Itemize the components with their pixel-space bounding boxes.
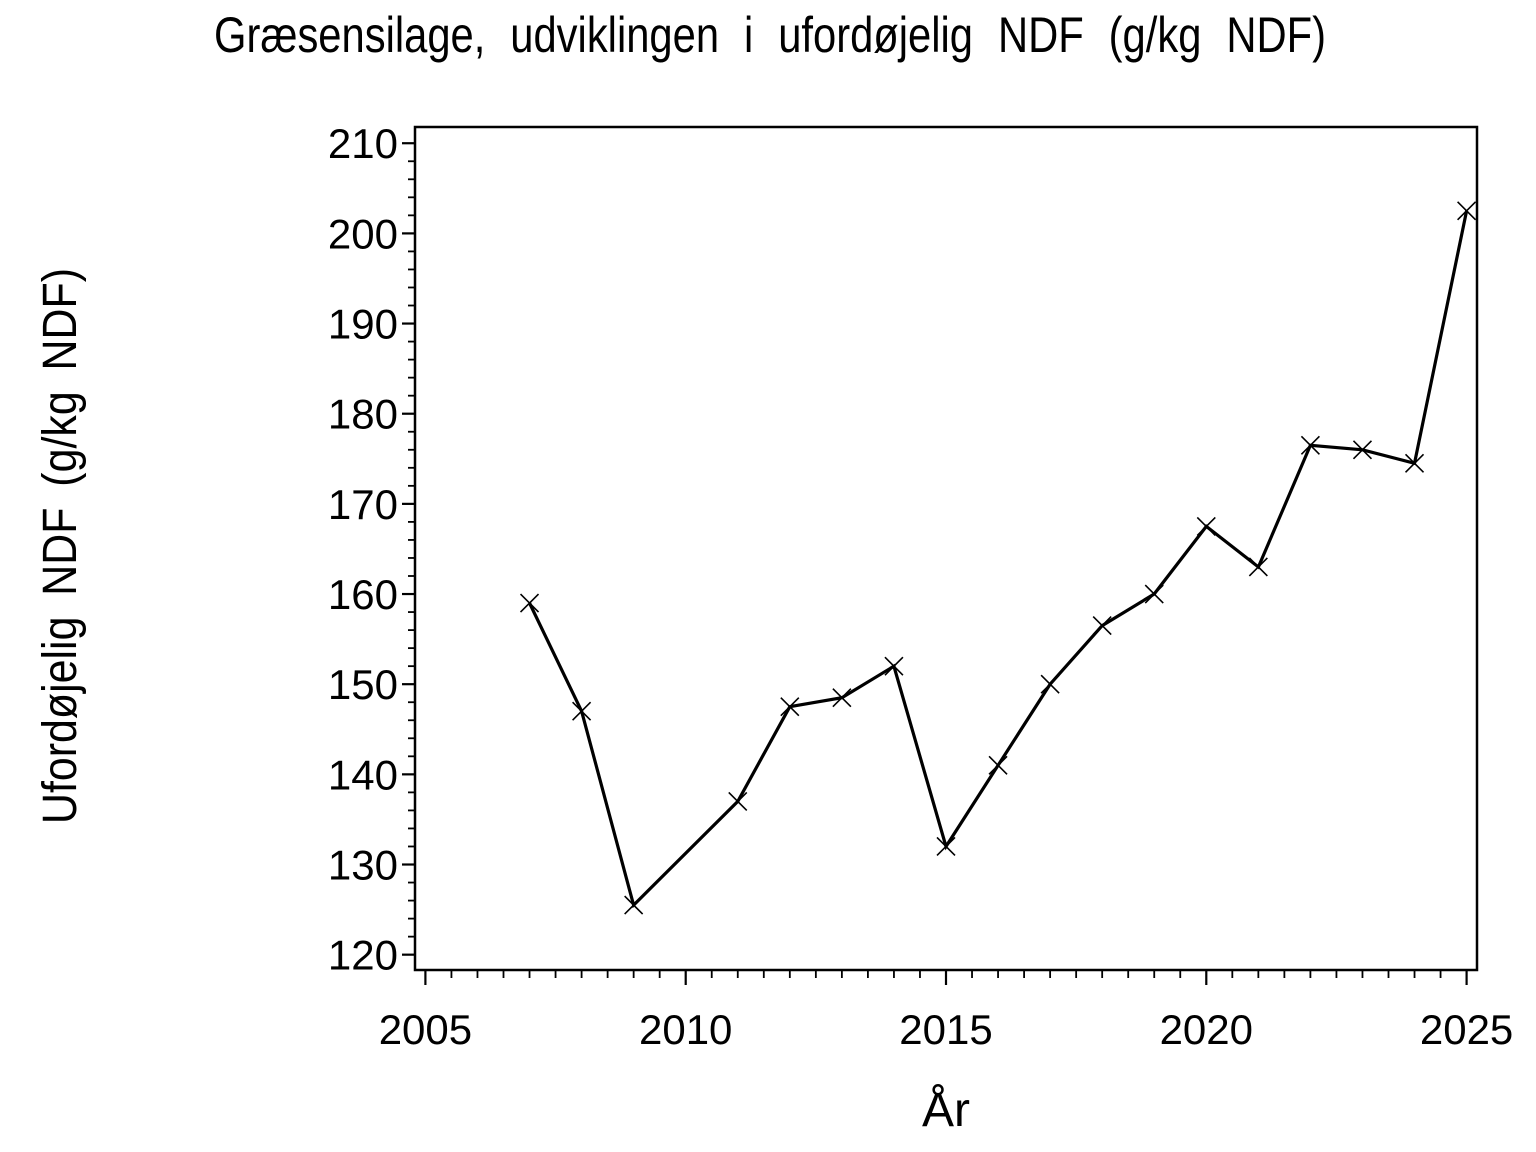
y-tick-label: 200 xyxy=(328,210,398,257)
data-point-marker xyxy=(519,593,540,613)
x-axis-ticks: 2005 2010 2015 2020 2025 xyxy=(379,970,1513,1053)
data-point-marker xyxy=(1092,616,1112,636)
y-tick-label: 190 xyxy=(328,301,398,348)
y-axis-label: Ufordøjelig NDF (g/kg NDF) xyxy=(34,268,87,824)
y-tick-label: 160 xyxy=(328,571,398,618)
x-tick-label: 2025 xyxy=(1420,1006,1513,1053)
data-series xyxy=(519,201,1477,915)
y-tick-label: 120 xyxy=(328,932,398,979)
x-axis-label: År xyxy=(922,1084,970,1137)
y-axis-ticks: 120 130 140 150 160 170 180 190 200 210 xyxy=(328,120,415,979)
data-point-marker xyxy=(1144,584,1164,604)
y-tick-label: 130 xyxy=(328,842,398,889)
data-point-marker xyxy=(936,836,956,857)
data-point-marker xyxy=(780,697,800,717)
data-point-marker xyxy=(1404,453,1425,473)
data-point-marker xyxy=(988,755,1008,775)
data-point-marker xyxy=(1300,435,1320,455)
data-point-marker xyxy=(1196,516,1216,536)
data-point-marker xyxy=(728,791,748,811)
data-point-marker xyxy=(624,895,644,915)
data-point-marker xyxy=(1352,440,1373,460)
y-tick-label: 170 xyxy=(328,481,398,528)
chart-title: Græsensilage, udviklingen i ufordøjelig … xyxy=(214,7,1326,63)
data-point-marker xyxy=(832,688,852,708)
data-point-marker xyxy=(1457,201,1477,221)
x-tick-label: 2010 xyxy=(639,1006,732,1053)
data-point-marker xyxy=(572,701,592,721)
x-tick-label: 2015 xyxy=(899,1006,992,1053)
y-tick-label: 150 xyxy=(328,661,398,708)
x-tick-label: 2005 xyxy=(379,1006,472,1053)
x-tick-label: 2020 xyxy=(1160,1006,1253,1053)
series-line xyxy=(528,210,1469,909)
y-tick-label: 140 xyxy=(328,751,398,798)
data-point-marker xyxy=(884,656,904,676)
data-point-marker xyxy=(1040,674,1060,694)
y-tick-label: 180 xyxy=(328,391,398,438)
data-point-marker xyxy=(1248,557,1268,577)
y-tick-label: 210 xyxy=(328,120,398,167)
